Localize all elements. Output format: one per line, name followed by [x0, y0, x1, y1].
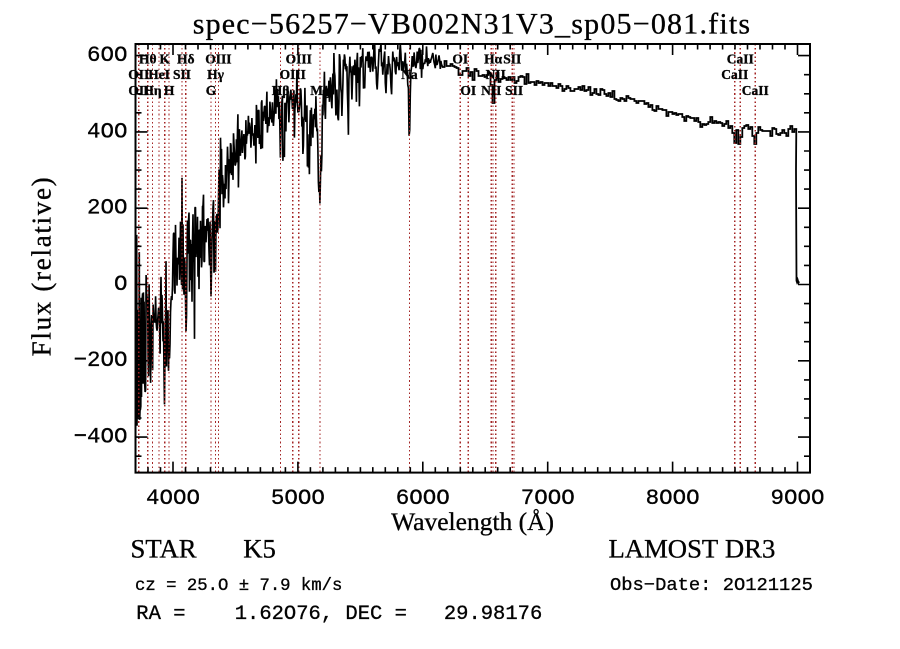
- svg-text:G: G: [206, 83, 217, 98]
- svg-text:STAR K5: STAR K5: [131, 534, 276, 564]
- svg-text:Hβ: Hβ: [272, 83, 290, 98]
- svg-text:CaII: CaII: [727, 52, 754, 67]
- svg-text:NII: NII: [481, 83, 501, 98]
- svg-text:spec−56257−VB002N31V3_sp05−081: spec−56257−VB002N31V3_sp05−081.fits: [193, 7, 752, 40]
- svg-text:HeI: HeI: [148, 67, 170, 82]
- svg-text:OIII: OIII: [205, 52, 231, 67]
- svg-text:SII: SII: [173, 67, 191, 82]
- svg-text:OII: OII: [128, 83, 149, 98]
- svg-text:Wavelength (Å): Wavelength (Å): [391, 507, 554, 536]
- svg-text:SII: SII: [503, 52, 521, 67]
- svg-text:OI: OI: [460, 83, 476, 98]
- svg-text:RA = 1.62O76, DEC = 29.98: RA = 1.62O76, DEC = 29.98176: [136, 603, 542, 626]
- svg-text:7OOO: 7OOO: [521, 485, 575, 511]
- svg-text:5OOO: 5OOO: [271, 485, 325, 511]
- svg-text:2OO: 2OO: [87, 195, 128, 221]
- svg-text:cz = 25.O ± 7.9 km/s: cz = 25.O ± 7.9 km/s: [135, 577, 342, 596]
- svg-text:OI: OI: [452, 52, 468, 67]
- svg-text:6OOO: 6OOO: [396, 485, 450, 511]
- svg-text:4OOO: 4OOO: [146, 485, 200, 511]
- svg-text:Flux (relative): Flux (relative): [27, 176, 57, 357]
- svg-text:−2OO: −2OO: [73, 347, 127, 373]
- svg-text:K: K: [159, 52, 170, 67]
- svg-text:Hη: Hη: [143, 83, 162, 98]
- svg-text:9OOO: 9OOO: [770, 485, 824, 511]
- svg-text:OIII: OIII: [286, 52, 312, 67]
- svg-text:LAMOST DR3: LAMOST DR3: [609, 534, 776, 564]
- svg-text:Hγ: Hγ: [207, 67, 225, 82]
- svg-text:4OO: 4OO: [87, 118, 128, 144]
- svg-text:Obs−Date: 2O121125: Obs−Date: 2O121125: [610, 574, 813, 596]
- svg-text:NII: NII: [486, 67, 506, 82]
- svg-text:6OO: 6OO: [87, 42, 128, 68]
- svg-text:Hα: Hα: [484, 52, 503, 67]
- svg-text:8OOO: 8OOO: [646, 485, 700, 511]
- svg-text:SII: SII: [505, 83, 523, 98]
- svg-text:Hθ: Hθ: [139, 52, 157, 67]
- svg-text:CaII: CaII: [721, 67, 748, 82]
- svg-text:Hδ: Hδ: [177, 52, 195, 67]
- svg-text:O: O: [114, 271, 128, 297]
- svg-text:H: H: [164, 83, 175, 98]
- svg-text:Na: Na: [401, 67, 418, 82]
- svg-text:Mg: Mg: [310, 83, 330, 98]
- svg-text:CaII: CaII: [742, 83, 769, 98]
- svg-text:OIII: OIII: [280, 67, 306, 82]
- svg-text:−4OO: −4OO: [73, 424, 127, 450]
- svg-text:OII: OII: [128, 67, 149, 82]
